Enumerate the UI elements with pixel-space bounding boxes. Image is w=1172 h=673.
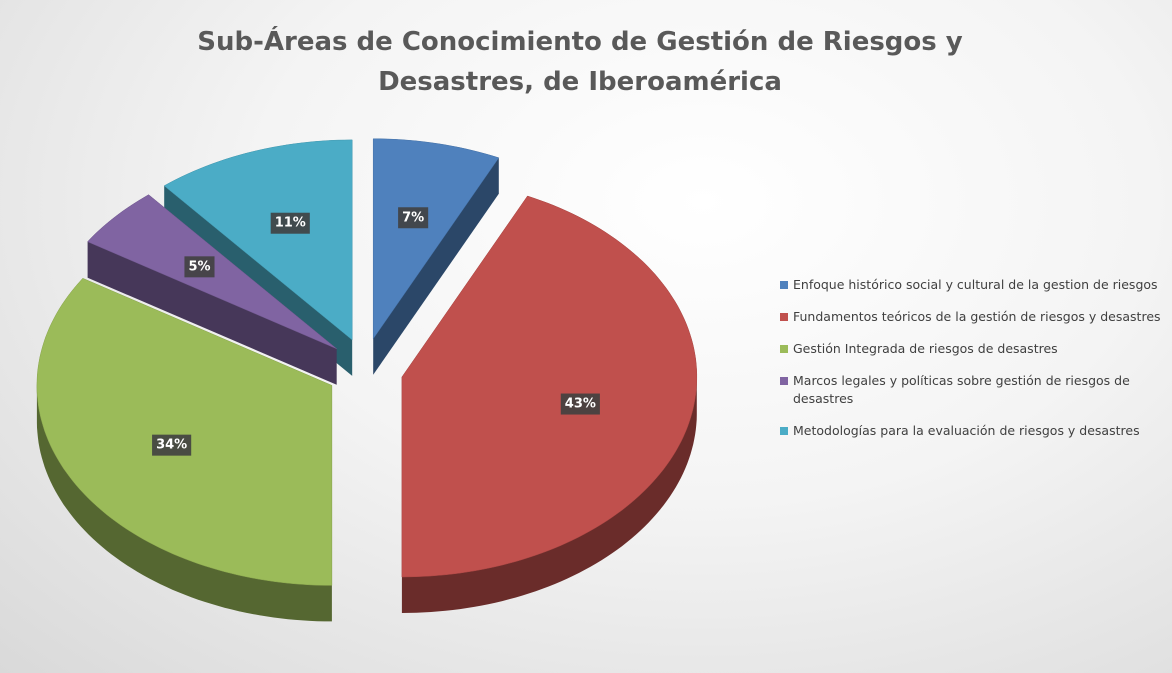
slice <box>36 277 333 586</box>
data-label-box <box>560 393 600 415</box>
data-label: 7% <box>398 207 429 229</box>
legend-swatch <box>780 313 788 321</box>
data-label: 11% <box>270 212 310 234</box>
slice <box>401 195 698 578</box>
legend-swatch <box>780 427 788 435</box>
data-label-text: 5% <box>188 259 210 274</box>
legend-label: Gestión Integrada de riesgos de desastre… <box>793 341 1058 356</box>
data-label: 43% <box>560 393 600 415</box>
legend-item: Fundamentos teóricos de la gestión de ri… <box>780 308 1168 326</box>
data-label-box <box>398 207 429 229</box>
chart-title: Sub-Áreas de Conocimiento de Gestión de … <box>197 27 963 97</box>
data-label-text: 7% <box>402 210 424 225</box>
legend-item: Metodologías para la evaluación de riesg… <box>780 422 1168 440</box>
data-label-box <box>152 434 192 456</box>
legend-item: Enfoque histórico social y cultural de l… <box>780 276 1168 294</box>
slice-tops <box>36 138 698 586</box>
legend-label: Fundamentos teóricos de la gestión de ri… <box>793 309 1161 324</box>
data-label-text: 34% <box>156 438 187 453</box>
data-label-box <box>270 212 310 234</box>
data-label-text: 43% <box>565 397 596 412</box>
data-label: 5% <box>184 256 215 278</box>
legend-swatch <box>780 377 788 385</box>
legend-label: Enfoque histórico social y cultural de l… <box>793 277 1158 292</box>
data-label-text: 11% <box>275 216 306 231</box>
legend-label: Metodologías para la evaluación de riesg… <box>793 423 1140 438</box>
legend-label: Marcos legales y políticas sobre gestión… <box>793 373 1130 406</box>
data-label: 34% <box>152 434 192 456</box>
legend-swatch <box>780 281 788 289</box>
legend-item: Gestión Integrada de riesgos de desastre… <box>780 340 1168 358</box>
data-label-box <box>184 256 215 278</box>
legend-item: Marcos legales y políticas sobre gestión… <box>780 372 1168 408</box>
slice <box>372 138 500 340</box>
legend: Enfoque histórico social y cultural de l… <box>780 276 1168 454</box>
slice <box>163 139 353 341</box>
legend-swatch <box>780 345 788 353</box>
